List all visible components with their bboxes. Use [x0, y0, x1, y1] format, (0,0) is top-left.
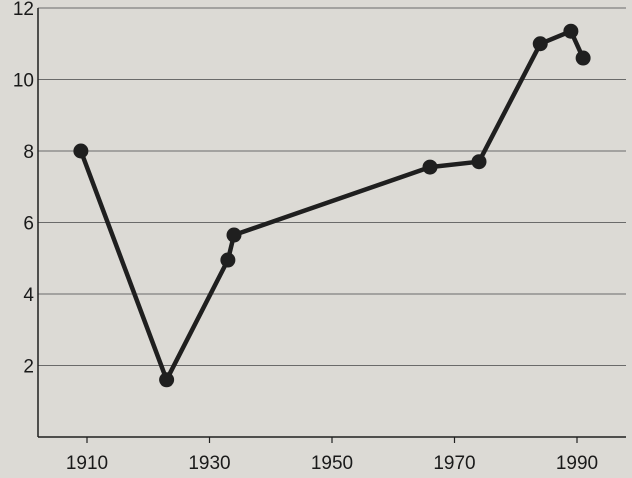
data-point-1: [159, 372, 175, 388]
series-line-0: [78, 28, 586, 383]
data-point-3: [226, 227, 242, 243]
y-tick-label: 8: [23, 142, 34, 163]
grid-lines: [38, 7, 626, 366]
data-point-7: [563, 23, 579, 39]
x-tick-label: 1930: [188, 453, 230, 473]
data-series: [73, 23, 591, 388]
x-tick-label: 1910: [66, 453, 108, 473]
x-tick-label: 1970: [433, 453, 475, 473]
axes: [37, 8, 626, 443]
y-tick-label: 2: [23, 357, 34, 378]
x-tick-label: 1950: [311, 453, 353, 473]
data-point-2: [220, 252, 236, 268]
y-tick-label: 6: [23, 214, 34, 235]
x-tick-label: 1990: [556, 453, 598, 473]
data-point-4: [422, 159, 438, 175]
y-tick-label: 4: [23, 285, 34, 306]
y-tick-label: 10: [13, 71, 34, 92]
y-tick-label: 12: [13, 0, 34, 20]
tick-labels: 2 4 6 8 10 12 1910 1930 1950 1970 1990: [13, 0, 598, 474]
data-point-0: [73, 143, 89, 159]
data-point-8: [575, 50, 591, 66]
data-point-5: [471, 154, 487, 170]
data-point-6: [532, 36, 548, 52]
